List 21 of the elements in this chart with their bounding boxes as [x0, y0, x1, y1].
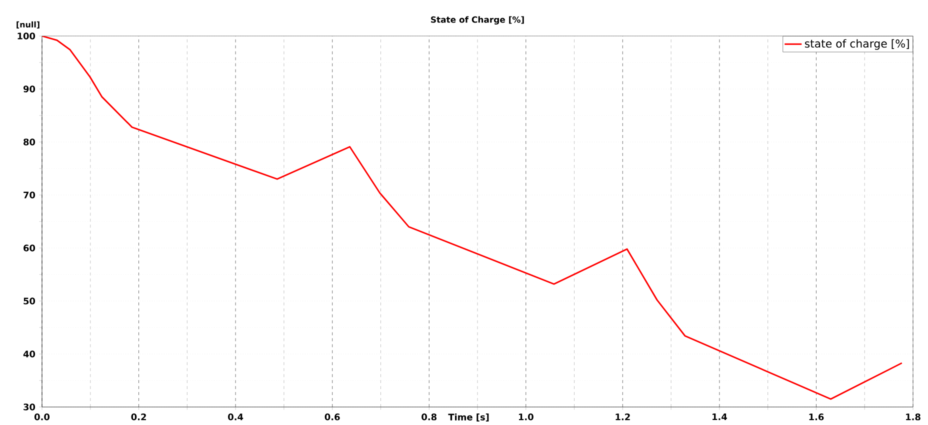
- x-tick-label: 0.4: [228, 414, 244, 420]
- y-tick-label: 40: [23, 350, 36, 358]
- x-tick-label: 0.6: [324, 414, 340, 420]
- x-tick-label: 0.0: [34, 414, 50, 420]
- y-tick-label: 50: [24, 298, 36, 304]
- x-tick-label: 1.4: [712, 414, 727, 420]
- x-tick-label: 1.2: [616, 414, 630, 420]
- y-tick-label: 30: [24, 404, 36, 410]
- y-tick-label: 80: [24, 138, 36, 146]
- x-tick-label: 0.8: [422, 414, 437, 420]
- y-tick-label: 60: [24, 244, 36, 252]
- y-tick-label: 90: [23, 86, 36, 92]
- chart-title: State of Charge [%]: [431, 16, 524, 24]
- y-tick-label: 70: [24, 192, 36, 198]
- y-tick-label: 100: [18, 32, 36, 40]
- x-tick-label: 1.0: [518, 414, 534, 420]
- legend-label: state of charge [%]: [804, 39, 909, 50]
- x-tick-label: 0.2: [131, 414, 146, 420]
- x-axis-title: Time [s]: [448, 414, 489, 422]
- x-tick-label: 1.6: [809, 414, 824, 420]
- x-tick-label: 1.8: [906, 414, 920, 420]
